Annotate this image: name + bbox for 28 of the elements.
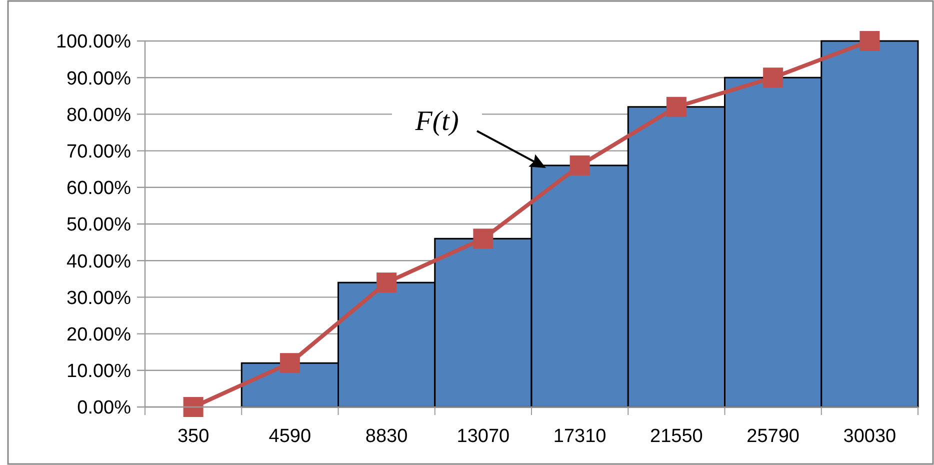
point	[570, 155, 590, 176]
point	[376, 272, 397, 293]
point	[763, 68, 784, 88]
y-tick-label: 10.00%	[66, 361, 132, 382]
y-tick-label: 80.00%	[66, 104, 132, 126]
x-tick-label: 30030	[843, 426, 896, 447]
y-tick-label: 0.00%	[77, 398, 132, 419]
y-tick-label: 100.00%	[56, 32, 132, 53]
point	[183, 397, 204, 417]
point	[860, 31, 880, 51]
y-tick-label: 40.00%	[66, 251, 132, 272]
y-tick-label: 60.00%	[66, 178, 132, 200]
annotation: F(t)	[414, 106, 459, 137]
y-tick-label: 30.00%	[66, 288, 132, 309]
x-tick-label: 350	[177, 426, 210, 447]
point	[666, 96, 686, 117]
y-tick-label: 50.00%	[66, 214, 132, 236]
x-tick-label: 21550	[650, 426, 703, 447]
y-tick-label: 70.00%	[66, 141, 132, 162]
y-tick-label: 90.00%	[66, 68, 132, 90]
point	[280, 353, 300, 374]
y-tick-label: 20.00%	[66, 324, 132, 346]
x-tick-label: 13070	[456, 426, 510, 447]
point	[473, 228, 494, 249]
x-tick-label: 17310	[553, 426, 606, 447]
x-tick-label: 4590	[268, 426, 312, 447]
x-tick-label: 8830	[365, 426, 408, 447]
x-tick-label: 25790	[746, 426, 800, 447]
